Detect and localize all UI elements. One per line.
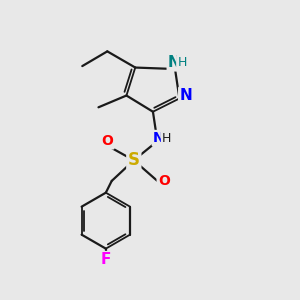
Text: O: O: [158, 174, 170, 188]
Text: H: H: [177, 56, 187, 69]
Text: H: H: [162, 132, 172, 145]
Text: O: O: [101, 134, 113, 148]
Text: N: N: [168, 55, 181, 70]
Text: S: S: [128, 151, 140, 169]
Text: F: F: [100, 252, 111, 267]
Text: N: N: [179, 88, 192, 103]
Text: N: N: [153, 131, 165, 145]
